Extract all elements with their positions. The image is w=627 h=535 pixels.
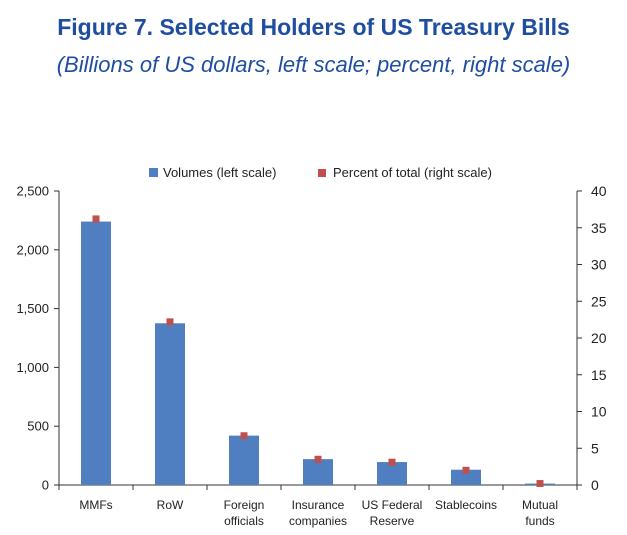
right-tick-label: 0 xyxy=(591,477,599,493)
right-tick-label: 30 xyxy=(591,257,607,273)
legend-swatch-percent xyxy=(318,169,326,177)
bar-3 xyxy=(303,459,333,485)
left-tick-label: 2,000 xyxy=(16,242,49,257)
category-label: MMFs xyxy=(79,498,112,512)
bars xyxy=(81,221,555,486)
bar-0 xyxy=(81,221,111,486)
percent-marker-4 xyxy=(388,458,396,466)
right-tick-label: 15 xyxy=(591,367,607,383)
percent-marker-2 xyxy=(240,432,248,440)
left-tick-label: 1,000 xyxy=(16,360,49,375)
category-label: officials xyxy=(224,514,264,528)
legend: Volumes (left scale) Percent of total (ri… xyxy=(149,165,492,180)
category-label: US Federal xyxy=(362,498,423,512)
legend-label-volumes: Volumes (left scale) xyxy=(163,165,276,180)
category-label: funds xyxy=(525,514,554,528)
markers xyxy=(92,215,544,488)
bar-5 xyxy=(451,469,481,485)
left-tick-label: 2,500 xyxy=(16,184,49,199)
category-label: Reserve xyxy=(370,514,415,528)
category-label: RoW xyxy=(157,498,184,512)
bar-1 xyxy=(155,323,185,485)
percent-marker-1 xyxy=(166,318,174,326)
category-label: companies xyxy=(289,514,347,528)
category-label: Foreign xyxy=(224,498,265,512)
right-tick-label: 10 xyxy=(591,404,607,420)
axes: 0 500 1,000 1,500 2,000 2,500 0 5 10 15 20 25 30 35 40 xyxy=(16,183,606,493)
bar-2 xyxy=(229,435,259,485)
right-tick-label: 40 xyxy=(591,183,607,199)
category-label: Insurance xyxy=(292,498,345,512)
category-label: Stablecoins xyxy=(435,498,497,512)
right-tick-label: 35 xyxy=(591,220,607,236)
legend-label-percent: Percent of total (right scale) xyxy=(333,165,492,180)
chart-subtitle: (Billions of US dollars, left scale; per… xyxy=(56,52,571,77)
percent-marker-3 xyxy=(314,455,322,463)
right-tick-label: 5 xyxy=(591,440,599,456)
left-tick-label: 500 xyxy=(27,419,49,434)
left-tick-label: 0 xyxy=(42,478,49,493)
percent-marker-5 xyxy=(462,466,470,474)
category-label: Mutual xyxy=(522,498,558,512)
right-tick-label: 25 xyxy=(591,293,607,309)
legend-swatch-volumes xyxy=(149,168,158,177)
bar-4 xyxy=(377,462,407,485)
right-tick-label: 20 xyxy=(591,330,607,346)
percent-marker-6 xyxy=(536,480,544,488)
chart-title: Figure 7. Selected Holders of US Treasur… xyxy=(57,14,570,40)
left-tick-label: 1,500 xyxy=(16,301,49,316)
category-labels: MMFs RoW Foreign officials Insurance companie… xyxy=(79,498,558,528)
percent-marker-0 xyxy=(92,215,100,223)
